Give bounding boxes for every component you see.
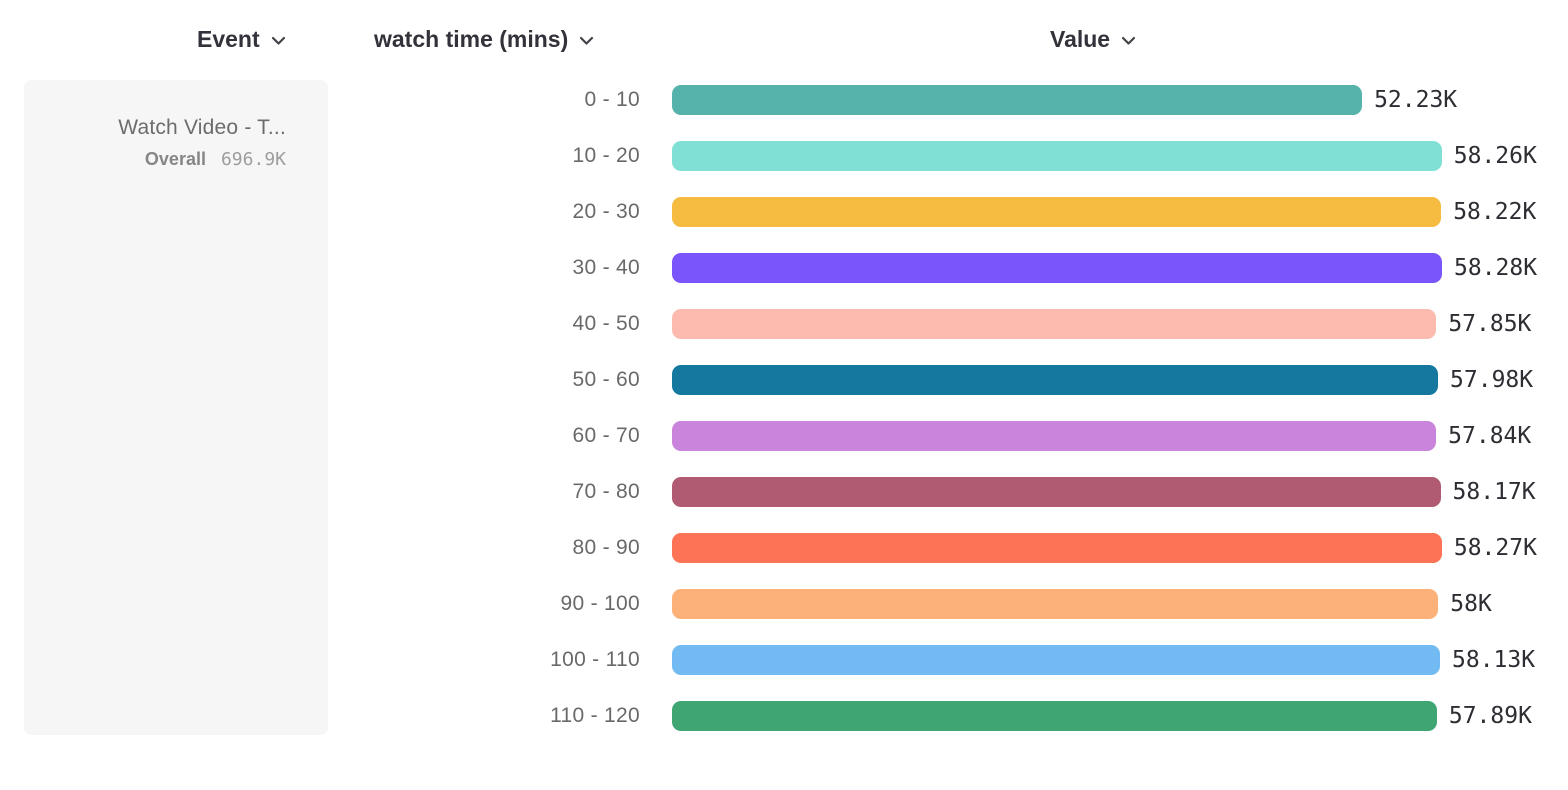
category-label: 0 - 10: [584, 88, 640, 111]
bar-segment[interactable]: [672, 197, 1442, 227]
bar-segment[interactable]: [672, 589, 1439, 619]
value-column-label: Value: [1050, 26, 1111, 52]
chevron-down-icon: [271, 36, 286, 46]
bar-segment[interactable]: [672, 309, 1437, 339]
event-overall-row: Overall 696.9K: [44, 149, 286, 170]
event-column-label: Event: [197, 26, 260, 52]
chart-row: 20 - 30 58.22K: [0, 184, 1568, 240]
bar-segment[interactable]: [672, 645, 1440, 675]
chart-row: 10 - 20 58.26K: [0, 128, 1568, 184]
value-label: 57.89K: [1448, 703, 1532, 729]
chart-row: 100 - 110 58.13K: [0, 632, 1568, 688]
bar-segment[interactable]: [672, 141, 1442, 171]
chevron-down-icon: [1121, 36, 1136, 46]
category-label: 90 - 100: [560, 592, 640, 615]
value-label: 58.28K: [1454, 255, 1538, 281]
value-label: 58.13K: [1452, 647, 1536, 673]
bar-segment[interactable]: [672, 477, 1441, 507]
value-label: 57.84K: [1448, 423, 1532, 449]
value-label: 58.17K: [1452, 479, 1536, 505]
value-label: 58.26K: [1453, 143, 1537, 169]
bar-segment[interactable]: [672, 85, 1363, 115]
chart-row: 80 - 90 58.27K: [0, 520, 1568, 576]
event-card[interactable]: Watch Video - T... Overall 696.9K: [24, 80, 328, 735]
chart-row: 110 - 120 57.89K: [0, 688, 1568, 744]
category-label: 60 - 70: [572, 424, 640, 447]
value-label: 57.85K: [1448, 311, 1532, 337]
value-label: 52.23K: [1374, 87, 1458, 113]
category-label: 10 - 20: [572, 144, 640, 167]
value-label: 57.98K: [1450, 367, 1534, 393]
chart-row: 60 - 70 57.84K: [0, 408, 1568, 464]
value-column-header[interactable]: Value: [1050, 26, 1136, 53]
event-title: Watch Video - T...: [118, 116, 286, 139]
overall-label: Overall: [144, 149, 206, 169]
breakdown-column-header[interactable]: watch time (mins): [374, 26, 594, 53]
chevron-down-icon: [579, 36, 594, 46]
category-label: 100 - 110: [550, 648, 640, 671]
chart-row: 90 - 100 58K: [0, 576, 1568, 632]
bar-segment[interactable]: [672, 533, 1442, 563]
value-label: 58K: [1450, 591, 1492, 617]
category-label: 70 - 80: [572, 480, 640, 503]
event-column-header[interactable]: Event: [197, 26, 286, 53]
bar-segment[interactable]: [672, 421, 1437, 451]
category-label: 110 - 120: [550, 704, 640, 727]
category-label: 30 - 40: [572, 256, 640, 279]
bar-segment[interactable]: [672, 253, 1442, 283]
category-label: 40 - 50: [572, 312, 640, 335]
bar-segment[interactable]: [672, 365, 1438, 395]
bar-segment[interactable]: [672, 701, 1437, 731]
category-label: 80 - 90: [572, 536, 640, 559]
chart-row: 50 - 60 57.98K: [0, 352, 1568, 408]
overall-value: 696.9K: [220, 149, 286, 170]
chart-row: 0 - 10 52.23K: [0, 72, 1568, 128]
breakdown-column-label: watch time (mins): [374, 26, 569, 52]
value-label: 58.27K: [1453, 535, 1537, 561]
chart-row: 30 - 40 58.28K: [0, 240, 1568, 296]
chart-row: 70 - 80 58.17K: [0, 464, 1568, 520]
category-label: 20 - 30: [572, 200, 640, 223]
chart-row: 40 - 50 57.85K: [0, 296, 1568, 352]
category-label: 50 - 60: [572, 368, 640, 391]
value-label: 58.22K: [1453, 199, 1537, 225]
